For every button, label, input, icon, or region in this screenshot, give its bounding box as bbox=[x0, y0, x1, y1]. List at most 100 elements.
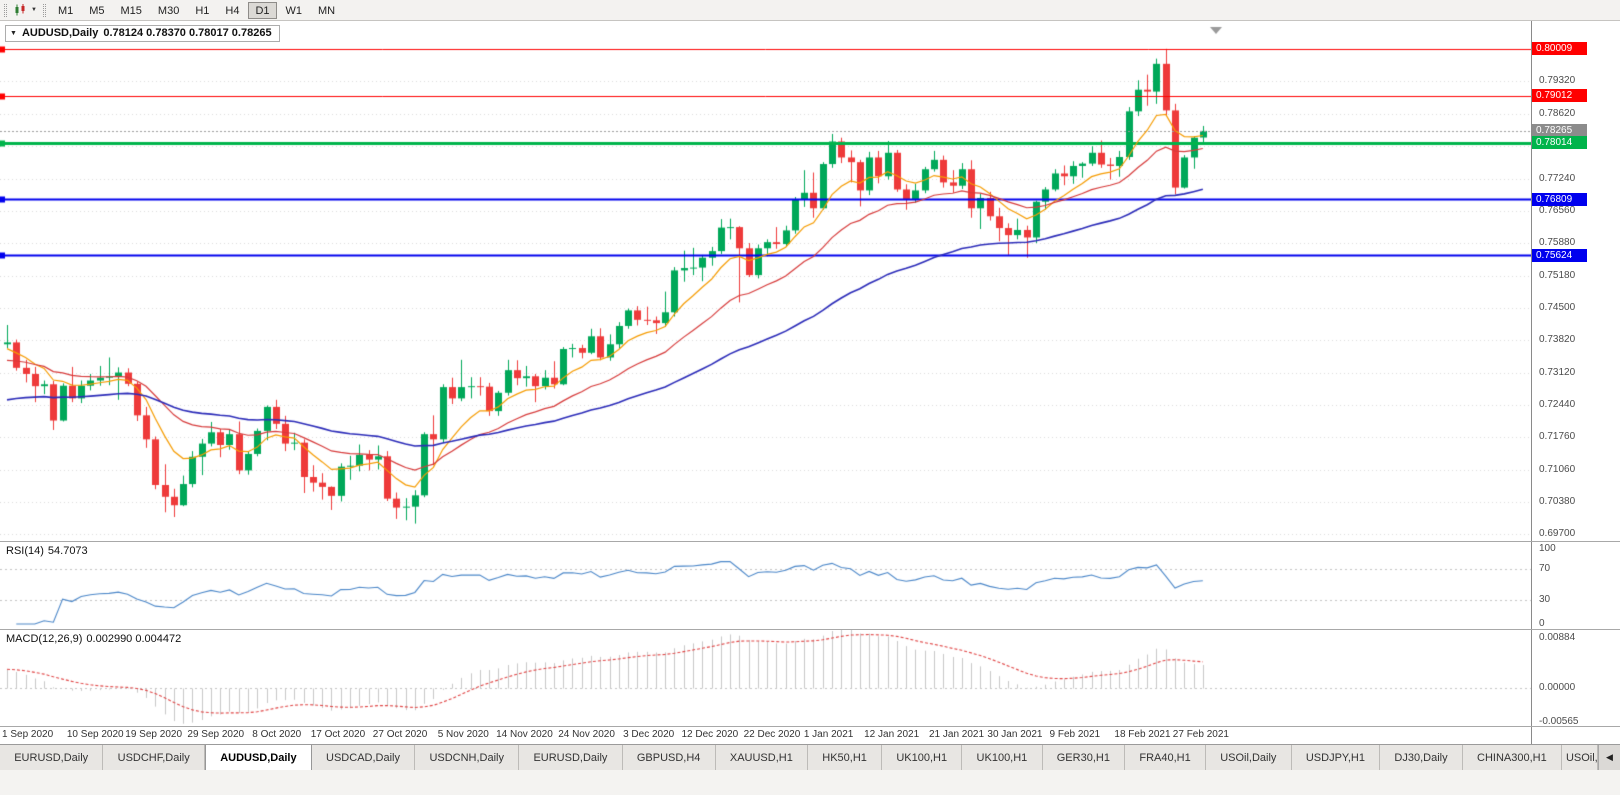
time-label: 14 Nov 2020 bbox=[496, 729, 553, 740]
timeframe-button-m15[interactable]: M15 bbox=[120, 4, 142, 17]
rsi-indicator-canvas[interactable] bbox=[0, 542, 1531, 629]
toolbar-grip[interactable] bbox=[42, 3, 46, 17]
time-axis[interactable]: 1 Sep 2020 10 Sep 2020 19 Sep 2020 29 Sep 2… bbox=[0, 727, 1531, 744]
main-chart-canvas[interactable] bbox=[0, 21, 1531, 541]
timeframe-button-h1[interactable]: H1 bbox=[195, 4, 210, 17]
panel-separator[interactable] bbox=[0, 541, 1620, 542]
price-tag-0.80009[interactable]: 0.80009 bbox=[1532, 42, 1587, 56]
price-scale-label: 0.73120 bbox=[1539, 367, 1576, 378]
tab-china300-h1[interactable]: CHINA300,H1 bbox=[1462, 745, 1562, 770]
tab-usoil[interactable]: USOil, bbox=[1561, 745, 1598, 770]
tab-scroll-left-button[interactable]: ◀ bbox=[1597, 745, 1620, 770]
price-scale-label: 0.79320 bbox=[1539, 75, 1576, 87]
rsi-scale-label: 30 bbox=[1539, 594, 1551, 606]
timeframe-button-m5[interactable]: M5 bbox=[89, 4, 105, 17]
time-label: 27 Feb 2021 bbox=[1172, 729, 1229, 740]
time-label: 27 Oct 2020 bbox=[372, 729, 428, 740]
price-tag-0.79012[interactable]: 0.79012 bbox=[1532, 89, 1587, 103]
price-scale-label: 0.77240 bbox=[1539, 173, 1576, 185]
macd-scale-label: -0.00565 bbox=[1539, 716, 1579, 727]
symbol-dropdown-icon: ▼ bbox=[10, 29, 17, 37]
chart-title-box[interactable]: ▼ AUDUSD,Daily 0.78124 0.78370 0.78017 0… bbox=[5, 25, 280, 42]
candlestick-icon bbox=[15, 4, 25, 16]
chart-symbol-label: AUDUSD,Daily bbox=[21, 27, 99, 39]
tab-gbpusd-h4[interactable]: GBPUSD,H4 bbox=[622, 745, 716, 770]
rsi-title: RSI(14) 54.7073 bbox=[6, 545, 88, 557]
tab-uk100-h1[interactable]: UK100,H1 bbox=[882, 745, 963, 770]
macd-title: MACD(12,26,9) 0.002990 0.004472 bbox=[6, 633, 181, 645]
chart-tabbar: EURUSD,Daily USDCHF,Daily AUDUSD,Daily USDC… bbox=[0, 744, 1620, 770]
tab-fra40-h1[interactable]: FRA40,H1 bbox=[1125, 745, 1206, 770]
time-label: 24 Nov 2020 bbox=[558, 729, 615, 740]
tab-eurusd-daily[interactable]: EURUSD,Daily bbox=[0, 745, 104, 770]
price-scale-label: 0.75180 bbox=[1539, 270, 1576, 282]
price-scale-label: 0.71060 bbox=[1539, 463, 1576, 475]
chevron-down-icon: ▼ bbox=[31, 7, 37, 13]
time-label: 22 Dec 2020 bbox=[743, 729, 801, 740]
time-label: 9 Feb 2021 bbox=[1049, 729, 1101, 740]
rsi-scale-label: 70 bbox=[1539, 562, 1551, 574]
rsi-label: RSI(14) bbox=[6, 545, 44, 557]
price-scale-label: 0.76560 bbox=[1539, 205, 1576, 217]
panel-separator[interactable] bbox=[0, 629, 1620, 630]
tab-usdcad-daily[interactable]: USDCAD,Daily bbox=[311, 745, 416, 770]
macd-indicator-canvas[interactable] bbox=[0, 630, 1531, 726]
tab-usdchf-daily[interactable]: USDCHF,Daily bbox=[103, 745, 205, 770]
price-scale-label: 0.78620 bbox=[1539, 108, 1576, 120]
time-label: 3 Dec 2020 bbox=[623, 729, 675, 740]
tab-usdjpy-h1[interactable]: USDJPY,H1 bbox=[1291, 745, 1381, 770]
macd-scale-label: 0.00000 bbox=[1539, 681, 1576, 693]
tab-hk50-h1[interactable]: HK50,H1 bbox=[808, 745, 883, 770]
tab-ger30-h1[interactable]: GER30,H1 bbox=[1042, 745, 1126, 770]
statusbar bbox=[0, 770, 1620, 795]
timeframe-toolbar-buttons: M1 M5 M15 M30 H1 H4 D1 W1 MN bbox=[50, 1, 343, 19]
tab-eurusd-daily[interactable]: EURUSD,Daily bbox=[519, 745, 623, 770]
price-tag-0.76809[interactable]: 0.76809 bbox=[1532, 192, 1587, 206]
price-scale-label: 0.75880 bbox=[1539, 237, 1576, 249]
price-scale-label: 0.70380 bbox=[1539, 495, 1576, 507]
price-scale[interactable]: 0.79320 0.78620 0.77240 0.76560 0.75880 0.751… bbox=[1531, 21, 1620, 744]
time-label: 17 Oct 2020 bbox=[310, 729, 366, 740]
time-label: 21 Jan 2021 bbox=[929, 729, 985, 740]
tab-dj30-daily[interactable]: DJ30,Daily bbox=[1380, 745, 1463, 770]
timeframe-button-mn[interactable]: MN bbox=[318, 4, 336, 17]
time-label: 12 Jan 2021 bbox=[864, 729, 920, 740]
timeframe-button-m30[interactable]: M30 bbox=[157, 4, 180, 17]
rsi-value: 54.7073 bbox=[47, 545, 88, 557]
time-label: 8 Oct 2020 bbox=[252, 729, 302, 740]
tab-xauusd-h1[interactable]: XAUUSD,H1 bbox=[715, 745, 809, 770]
price-scale-label: 0.72440 bbox=[1539, 399, 1576, 410]
timeframe-button-m1[interactable]: M1 bbox=[57, 4, 74, 17]
time-label: 1 Sep 2020 bbox=[2, 729, 54, 740]
macd-values: 0.002990 0.004472 bbox=[86, 633, 182, 645]
time-label: 18 Feb 2021 bbox=[1114, 729, 1171, 740]
chart-ohlc-values: 0.78124 0.78370 0.78017 0.78265 bbox=[103, 27, 272, 39]
tab-usoil-daily[interactable]: USOil,Daily bbox=[1205, 745, 1292, 770]
timeframe-button-w1[interactable]: W1 bbox=[285, 4, 303, 17]
time-label: 5 Nov 2020 bbox=[437, 729, 489, 740]
price-scale-label: 0.71760 bbox=[1539, 431, 1576, 442]
timeframe-button-h4[interactable]: H4 bbox=[225, 4, 240, 17]
rsi-scale-label: 0 bbox=[1539, 618, 1545, 629]
tab-uk100-h1[interactable]: UK100,H1 bbox=[962, 745, 1043, 770]
price-tag-0.75624[interactable]: 0.75624 bbox=[1532, 248, 1587, 262]
timeframe-button-d1[interactable]: D1 bbox=[248, 1, 277, 19]
time-label: 29 Sep 2020 bbox=[187, 729, 245, 740]
timeframe-toolbar: ▼ M1 M5 M15 M30 H1 H4 D1 W1 MN bbox=[0, 0, 1620, 21]
time-label: 30 Jan 2021 bbox=[987, 729, 1043, 740]
toolbar-grip[interactable] bbox=[4, 3, 7, 17]
tab-usdcnh-daily[interactable]: USDCNH,Daily bbox=[415, 745, 520, 770]
tab-audusd-daily[interactable]: AUDUSD,Daily bbox=[204, 745, 312, 770]
time-label: 19 Sep 2020 bbox=[125, 729, 182, 740]
time-label: 12 Dec 2020 bbox=[681, 729, 739, 740]
price-tag-0.78014[interactable]: 0.78014 bbox=[1532, 136, 1587, 150]
time-label: 10 Sep 2020 bbox=[66, 729, 124, 740]
time-label: 1 Jan 2021 bbox=[803, 729, 854, 740]
price-scale-label: 0.73820 bbox=[1539, 334, 1576, 346]
price-scale-label: 0.69700 bbox=[1539, 527, 1576, 539]
rsi-scale-label: 100 bbox=[1539, 543, 1556, 554]
chart-type-icon[interactable]: ▼ bbox=[11, 2, 42, 19]
macd-scale-label: 0.00884 bbox=[1539, 632, 1576, 643]
price-tag-0.78265[interactable]: 0.78265 bbox=[1532, 124, 1587, 138]
